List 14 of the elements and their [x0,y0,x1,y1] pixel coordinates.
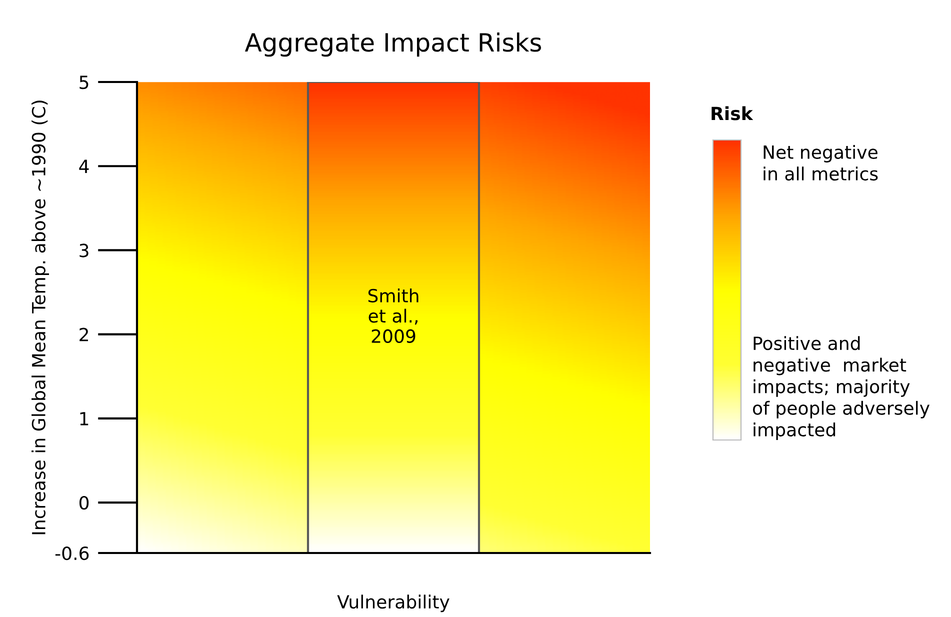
annotation: Smith et al., 2009 [368,288,418,343]
text: Net negative in all metrics [764,145,878,181]
y-tick-label: 5 [80,76,88,90]
y-tick-label: 0 [79,496,89,510]
legend-title: Risk [712,106,754,120]
y-tick-label: 3 [80,244,88,258]
y-tick-label: 2 [80,328,88,342]
text: Positive and negative market impacts; majority of people adversely impacted [752,336,930,440]
y-tick-label: 1 [80,412,88,426]
chart-title: Aggregate Impact Risks [244,32,542,57]
y-axis-title: Increase in Global Mean Temp. above ~1990 (C) [32,100,49,534]
x-axis-title: Vulnerability [337,594,450,612]
y-tick-label: -0.6 [55,546,89,560]
y-tick-label: 4 [79,160,89,173]
